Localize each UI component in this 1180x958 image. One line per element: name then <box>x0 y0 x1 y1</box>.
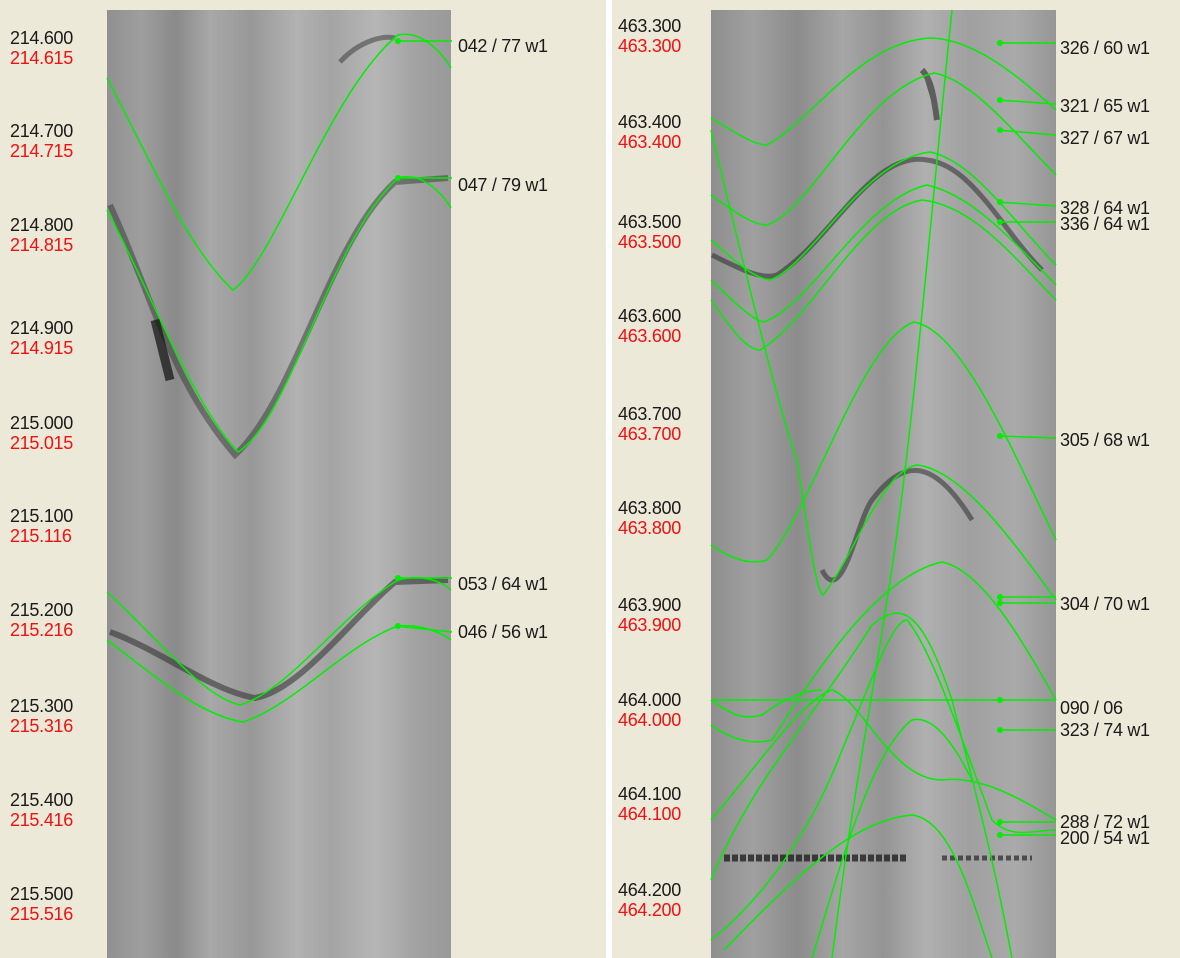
left-depth-2: 214.800 214.815 <box>10 215 73 255</box>
right-depth-4: 463.700 463.700 <box>618 404 681 444</box>
right-dark-spot <box>919 67 940 121</box>
right-depth-7: 464.000 464.000 <box>618 690 681 730</box>
right-log-panel: 463.300 463.300 463.400 463.400 463.500 463… <box>612 0 1180 958</box>
pick-label-323[interactable]: 323 / 74 w1 <box>1060 720 1150 740</box>
left-depth-8: 215.400 215.416 <box>10 790 73 830</box>
left-fracture-trace <box>338 34 396 64</box>
pick-label-304[interactable]: 304 / 70 w1 <box>1060 594 1150 614</box>
left-depth-3: 214.900 214.915 <box>10 318 73 358</box>
left-depth-7: 215.300 215.316 <box>10 696 73 736</box>
pick-label-046[interactable]: 046 / 56 w1 <box>458 622 548 642</box>
pick-curve-327[interactable] <box>710 151 1057 281</box>
left-dark-spot <box>150 318 175 382</box>
right-depth-8: 464.100 464.100 <box>618 784 681 824</box>
right-depth-3: 463.600 463.600 <box>618 306 681 346</box>
pick-label-053[interactable]: 053 / 64 w1 <box>458 574 548 594</box>
pick-curve-328[interactable] <box>710 184 1057 323</box>
pick-curve-326[interactable] <box>710 37 1057 146</box>
pick-curve-extra-5[interactable] <box>710 689 823 718</box>
left-depth-1: 214.700 214.715 <box>10 121 73 161</box>
pick-label-305[interactable]: 305 / 68 w1 <box>1060 430 1150 450</box>
pick-curve-321[interactable] <box>710 72 1057 226</box>
left-depth-9: 215.500 215.516 <box>10 884 73 924</box>
panel-divider <box>606 0 612 958</box>
right-depth-0: 463.300 463.300 <box>618 16 681 56</box>
pick-curve-042[interactable] <box>106 33 452 291</box>
right-fracture-trace <box>819 467 975 583</box>
pick-label-047[interactable]: 047 / 79 w1 <box>458 175 548 195</box>
left-log-panel: 214.600 214.615 214.700 214.715 214.800 214… <box>0 0 606 958</box>
pick-label-326[interactable]: 326 / 60 w1 <box>1060 38 1150 58</box>
pick-curve-047[interactable] <box>106 176 452 453</box>
pick-label-288[interactable]: 288 / 72 w1 <box>1060 812 1150 832</box>
pick-curve-304[interactable] <box>710 129 1057 601</box>
right-depth-5: 463.800 463.800 <box>618 498 681 538</box>
pick-curve-323[interactable] <box>710 561 1057 743</box>
pick-label-328[interactable]: 328 / 64 w1 <box>1060 198 1150 218</box>
left-borehole-image[interactable] <box>0 0 606 958</box>
pick-curve-extra-3[interactable] <box>811 718 973 958</box>
pick-label-321[interactable]: 321 / 65 w1 <box>1060 96 1150 116</box>
pick-curve-extra-4[interactable] <box>831 9 953 958</box>
right-depth-9: 464.200 464.200 <box>618 880 681 920</box>
pick-curve-305[interactable] <box>710 321 1057 563</box>
right-depth-1: 463.400 463.400 <box>618 112 681 152</box>
pick-label-327[interactable]: 327 / 67 w1 <box>1060 128 1150 148</box>
pick-label-042[interactable]: 042 / 77 w1 <box>458 36 548 56</box>
left-depth-5: 215.100 215.116 <box>10 506 73 546</box>
pick-curve-extra-2[interactable] <box>710 612 1013 958</box>
left-depth-6: 215.200 215.216 <box>10 600 73 640</box>
right-borehole-image[interactable] <box>612 0 1180 958</box>
pick-curve-200[interactable] <box>710 619 1057 941</box>
pick-curve-336[interactable] <box>710 199 1057 351</box>
pick-label-090[interactable]: 090 / 06 <box>1060 698 1123 718</box>
pick-label-200[interactable]: 200 / 54 w1 <box>1060 828 1150 848</box>
left-image-background <box>107 10 451 958</box>
left-depth-4: 215.000 215.015 <box>10 413 73 453</box>
left-depth-0: 214.600 214.615 <box>10 28 73 68</box>
pick-curve-046[interactable] <box>106 624 452 723</box>
pick-curve-extra-1[interactable] <box>723 814 993 958</box>
right-depth-2: 463.500 463.500 <box>618 212 681 252</box>
right-depth-6: 463.900 463.900 <box>618 595 681 635</box>
pick-label-336[interactable]: 336 / 64 w1 <box>1060 214 1150 234</box>
pick-curve-288[interactable] <box>710 689 1057 821</box>
